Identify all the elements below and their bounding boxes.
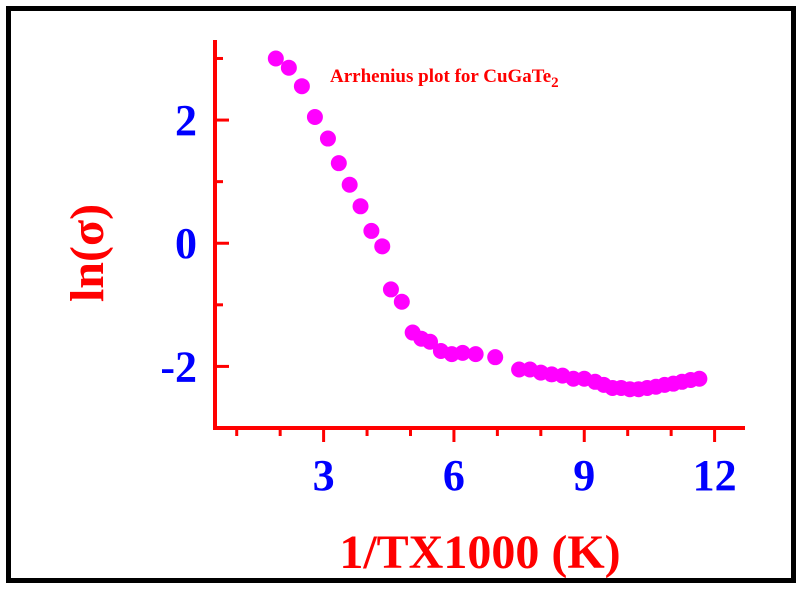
axes — [213, 40, 745, 430]
data-point — [352, 198, 369, 215]
data-point — [374, 238, 391, 255]
data-point — [363, 222, 380, 239]
ticks — [215, 56, 717, 442]
x-axis-title: 1/TX1000 (K) — [339, 526, 620, 579]
chart-title-text: Arrhenius plot for CuGaTe — [330, 66, 551, 87]
chart-title-subscript: 2 — [551, 75, 559, 91]
x-tick-label: 3 — [313, 451, 335, 500]
y-axis-title: ln(σ) — [61, 204, 114, 302]
data-point — [293, 78, 310, 95]
data-point — [393, 293, 410, 310]
data-point — [691, 370, 708, 387]
y-tick-label: 2 — [175, 96, 197, 145]
data-point — [319, 130, 336, 147]
y-tick-label: 0 — [175, 219, 197, 268]
x-tick-label: 12 — [693, 451, 737, 500]
data-point — [267, 50, 284, 67]
x-tick-label: 9 — [573, 451, 595, 500]
x-tick-label: 6 — [443, 451, 465, 500]
data-point — [306, 108, 323, 125]
data-point — [341, 176, 358, 193]
data-point — [280, 59, 297, 76]
tick-labels: -2 0 2 3 6 9 12 — [160, 96, 736, 500]
data-point — [422, 333, 439, 350]
data-point — [487, 349, 504, 366]
data-point — [330, 155, 347, 172]
y-tick-label: -2 — [160, 342, 197, 391]
data-point — [467, 346, 484, 363]
data-point — [454, 344, 471, 361]
chart-title: Arrhenius plot for CuGaTe2 — [330, 66, 559, 91]
data-point — [382, 281, 399, 298]
data-points — [267, 50, 708, 398]
